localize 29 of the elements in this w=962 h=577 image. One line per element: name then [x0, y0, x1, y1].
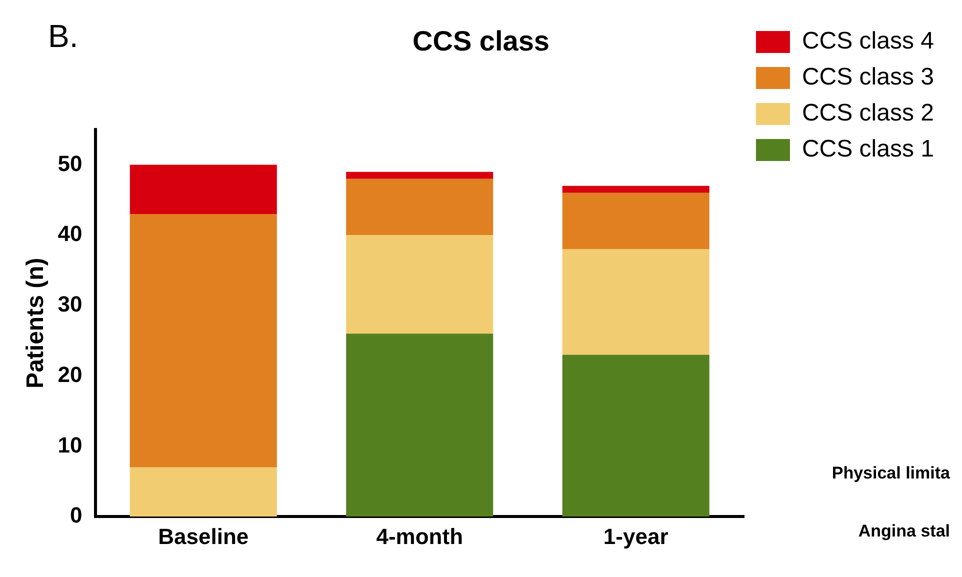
- bar: [562, 249, 710, 355]
- x-tick-label: 1-year: [603, 524, 669, 549]
- bar: [130, 467, 277, 517]
- x-tick-label: 4-month: [376, 524, 463, 549]
- bar: [130, 164, 277, 214]
- bar: [346, 235, 494, 334]
- bar: [346, 178, 494, 236]
- bar: [130, 214, 277, 468]
- y-tick-label: 30: [58, 292, 82, 317]
- y-tick-label: 10: [58, 432, 82, 458]
- legend-label: CCS class 3: [802, 64, 934, 91]
- text: Angina stal: [858, 522, 950, 541]
- bar: [562, 186, 710, 193]
- legend-label: CCS class 1: [802, 136, 934, 163]
- y-tick-label: 50: [58, 150, 82, 176]
- text: Physical limita: [832, 464, 951, 483]
- bar: [562, 192, 710, 250]
- y-tick-label: 0: [70, 502, 82, 528]
- bar: [346, 334, 494, 517]
- legend-label: CCS class 2: [802, 100, 934, 127]
- y-tick-label: 20: [58, 362, 82, 387]
- bar: [346, 172, 494, 179]
- bar: [562, 354, 710, 517]
- legend-label: CCS class 4: [802, 28, 934, 55]
- y-axis-title: Patients (n): [22, 258, 50, 388]
- text: B.: [48, 18, 78, 54]
- chart-title: CCS class: [412, 26, 550, 57]
- y-tick-label: 40: [58, 221, 82, 246]
- x-tick-label: Baseline: [158, 524, 249, 549]
